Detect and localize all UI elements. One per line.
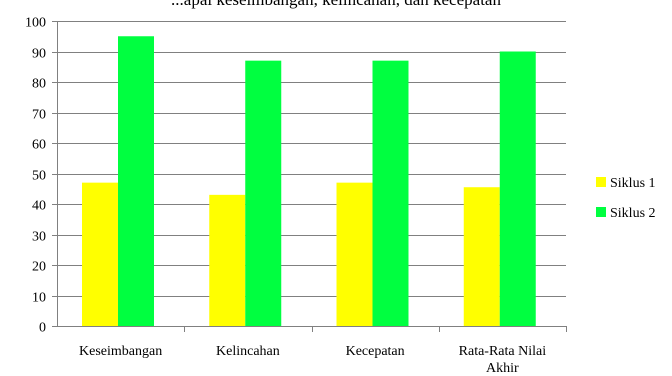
y-tick-label: 50 (32, 169, 46, 184)
bar-siklus-2-3 (372, 60, 409, 327)
legend-swatch (596, 177, 606, 187)
x-tick-label: Kecepatan (346, 344, 405, 359)
bar-siklus-2-2 (245, 60, 282, 327)
y-tick-label: 0 (39, 321, 46, 336)
y-tick-label: 90 (32, 47, 46, 62)
bar-siklus-2-4 (499, 51, 536, 326)
y-tick-labels: 0 10 20 30 40 50 60 70 80 90 100 (25, 16, 46, 336)
legend: Siklus 1 Siklus 2 (596, 176, 656, 221)
bar-siklus-1-1 (82, 182, 118, 326)
y-tick-label: 70 (32, 108, 46, 123)
y-tick-label: 10 (32, 291, 46, 306)
y-tick-label: 40 (32, 199, 46, 214)
bar-siklus-1-4 (463, 187, 500, 326)
y-tick-label: 80 (32, 77, 46, 92)
y-tick-label: 30 (32, 230, 46, 245)
legend-swatch (596, 207, 606, 217)
bar-siklus-1-3 (336, 182, 373, 326)
y-tick-label: 20 (32, 260, 46, 275)
x-tick-label: Rata-Rata Nilai Akhir (459, 344, 547, 376)
x-tick-label: Kelincahan (216, 344, 280, 359)
legend-label: Siklus 1 (610, 176, 656, 191)
x-tick-labels: Keseimbangan Kelincahan Kecepatan Rata-Rata… (79, 344, 546, 376)
bars (82, 36, 536, 327)
bar-siklus-2-1 (118, 36, 154, 326)
x-tick-label: Keseimbangan (79, 344, 162, 359)
legend-label: Siklus 2 (610, 206, 656, 221)
bar-siklus-1-2 (209, 194, 246, 326)
axes (52, 21, 567, 332)
y-tick-label: 100 (25, 16, 46, 31)
caption-fragment: ...apai keseimbangan, kelincahan, dan ke… (0, 0, 672, 10)
y-tick-label: 60 (32, 138, 46, 153)
